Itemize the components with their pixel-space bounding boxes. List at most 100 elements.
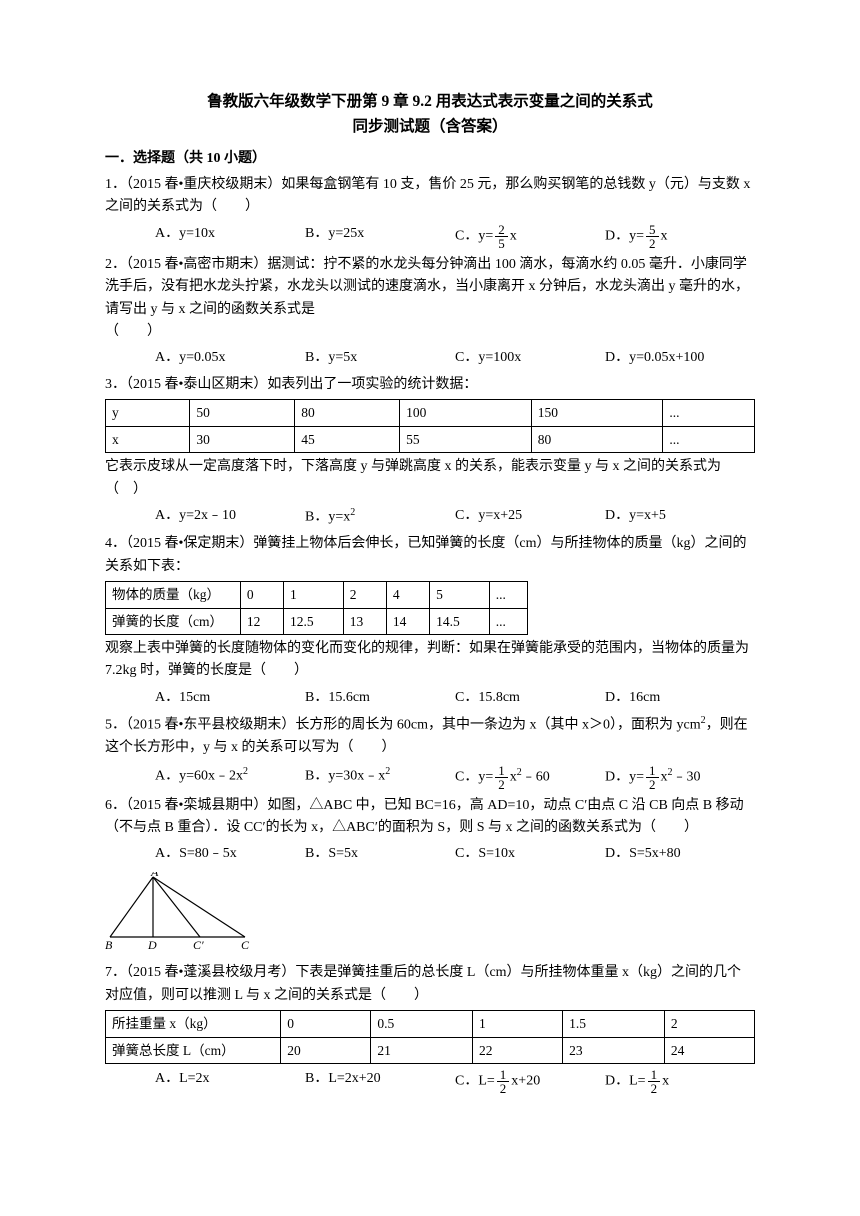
q7-D-pre: D．L= bbox=[605, 1074, 646, 1089]
cell: ... bbox=[489, 608, 527, 635]
q4-optB: B．15.6cm bbox=[305, 687, 455, 709]
q7-C-pre: C．L= bbox=[455, 1074, 495, 1089]
q3-options: A．y=2x﹣10 B．y=x2 C．y=x+25 D．y=x+5 bbox=[155, 505, 755, 529]
q4-optA: A．15cm bbox=[155, 687, 305, 709]
cell: 14.5 bbox=[430, 608, 490, 635]
cell: ... bbox=[489, 581, 527, 608]
q3-optA: A．y=2x﹣10 bbox=[155, 505, 305, 529]
q3-optB: B．y=x2 bbox=[305, 505, 455, 529]
q7-optA: A．L=2x bbox=[155, 1068, 305, 1095]
q7-text: 7．（2015 春•蓬溪县校级月考）下表是弹簧挂重后的总长度 L（cm）与所挂物… bbox=[105, 962, 755, 1007]
cell: 30 bbox=[190, 426, 295, 453]
cell: 0 bbox=[240, 581, 283, 608]
q5-text: 5．（2015 春•东平县校级期末）长方形的周长为 60cm，其中一条边为 x（… bbox=[105, 713, 755, 759]
q5-C-mid: x bbox=[510, 769, 517, 784]
frac-den: 2 bbox=[648, 1082, 661, 1095]
q2-optD: D．y=0.05x+100 bbox=[605, 347, 755, 369]
q6-options: A．S=80﹣5x B．S=5x C．S=10x D．S=5x+80 bbox=[155, 843, 755, 865]
q5-optA: A．y=60x﹣2x2 bbox=[155, 764, 305, 791]
fraction-icon: 12 bbox=[495, 764, 508, 791]
q3-optD: D．y=x+5 bbox=[605, 505, 755, 529]
q3-B-pre: B．y=x bbox=[305, 510, 350, 525]
q3-text: 3．（2015 春•泰山区期末）如表列出了一项实验的统计数据： bbox=[105, 374, 755, 396]
cell: 1.5 bbox=[563, 1011, 665, 1038]
q1-optD: D．y=52x bbox=[605, 223, 755, 250]
q7-optD: D．L=12x bbox=[605, 1068, 755, 1095]
cell: 45 bbox=[295, 426, 400, 453]
table-row: 物体的质量（kg） 0 1 2 4 5 ... bbox=[106, 581, 528, 608]
fraction-icon: 12 bbox=[497, 1068, 510, 1095]
q4-table: 物体的质量（kg） 0 1 2 4 5 ... 弹簧的长度（cm） 12 12.… bbox=[105, 581, 528, 635]
title-line2: 同步测试题（含答案） bbox=[105, 115, 755, 140]
title-line1: 鲁教版六年级数学下册第 9 章 9.2 用表达式表示变量之间的关系式 bbox=[105, 90, 755, 115]
frac-num: 5 bbox=[646, 223, 659, 237]
cell: 150 bbox=[531, 400, 663, 427]
q5-D-mid: x bbox=[661, 769, 668, 784]
cell: ... bbox=[663, 426, 755, 453]
cell: 12 bbox=[240, 608, 283, 635]
q3-table: y 50 80 100 150 ... x 30 45 55 80 ... bbox=[105, 399, 755, 453]
frac-den: 2 bbox=[646, 237, 659, 250]
cell: 21 bbox=[371, 1037, 473, 1064]
cell: 2 bbox=[664, 1011, 754, 1038]
table-row: x 30 45 55 80 ... bbox=[106, 426, 755, 453]
cell: 55 bbox=[400, 426, 532, 453]
q5-C-pre: C．y= bbox=[455, 769, 493, 784]
cell: 1 bbox=[284, 581, 344, 608]
q4-options: A．15cm B．15.6cm C．15.8cm D．16cm bbox=[155, 687, 755, 709]
q2-optA: A．y=0.05x bbox=[155, 347, 305, 369]
cell: x bbox=[106, 426, 190, 453]
q1-optC: C．y=25x bbox=[455, 223, 605, 250]
table-row: 所挂重量 x（kg） 0 0.5 1 1.5 2 bbox=[106, 1011, 755, 1038]
label-A: A bbox=[150, 872, 159, 879]
cell: 14 bbox=[386, 608, 429, 635]
sup: 2 bbox=[350, 507, 355, 518]
q7-D-post: x bbox=[662, 1074, 669, 1089]
table-row: 弹簧总长度 L（cm） 20 21 22 23 24 bbox=[106, 1037, 755, 1064]
cell: 弹簧的长度（cm） bbox=[106, 608, 241, 635]
fraction-icon: 12 bbox=[646, 764, 659, 791]
triangle-icon: A B D C′ C bbox=[105, 872, 250, 950]
q7-optB: B．L=2x+20 bbox=[305, 1068, 455, 1095]
q7-table: 所挂重量 x（kg） 0 0.5 1 1.5 2 弹簧总长度 L（cm） 20 … bbox=[105, 1010, 755, 1064]
frac-num: 2 bbox=[495, 223, 508, 237]
q5-D-post: ﹣30 bbox=[673, 769, 701, 784]
q7-optC: C．L=12x+20 bbox=[455, 1068, 605, 1095]
q1-optB: B．y=25x bbox=[305, 223, 455, 250]
q5-optD: D．y=12x2﹣30 bbox=[605, 764, 755, 791]
sup: 2 bbox=[243, 766, 248, 777]
cell: 80 bbox=[531, 426, 663, 453]
q2-text: 2．（2015 春•高密市期末）据测试：拧不紧的水龙头每分钟滴出 100 滴水，… bbox=[105, 254, 755, 321]
q4-optD: D．16cm bbox=[605, 687, 755, 709]
label-C: C bbox=[241, 938, 250, 950]
q4-text: 4．（2015 春•保定期末）弹簧挂上物体后会伸长，已知弹簧的长度（cm）与所挂… bbox=[105, 533, 755, 578]
cell: 80 bbox=[295, 400, 400, 427]
frac-den: 2 bbox=[495, 778, 508, 791]
frac-den: 5 bbox=[495, 237, 508, 250]
cell: 12.5 bbox=[284, 608, 344, 635]
frac-num: 1 bbox=[646, 764, 659, 778]
q6-optC: C．S=10x bbox=[455, 843, 605, 865]
q6-optB: B．S=5x bbox=[305, 843, 455, 865]
q5-optC: C．y=12x2﹣60 bbox=[455, 764, 605, 791]
frac-num: 1 bbox=[648, 1068, 661, 1082]
q6-text: 6．（2015 春•栾城县期中）如图，△ABC 中，已知 BC=16，高 AD=… bbox=[105, 795, 755, 840]
fraction-icon: 12 bbox=[648, 1068, 661, 1095]
q4-after: 观察上表中弹簧的长度随物体的变化而变化的规律，判断：如果在弹簧能承受的范围内，当… bbox=[105, 638, 755, 683]
q1-C-post: x bbox=[510, 228, 517, 243]
cell: 2 bbox=[343, 581, 386, 608]
q1-D-post: x bbox=[661, 228, 668, 243]
cell: 物体的质量（kg） bbox=[106, 581, 241, 608]
label-D: D bbox=[147, 938, 157, 950]
frac-den: 2 bbox=[497, 1082, 510, 1095]
q2-options: A．y=0.05x B．y=5x C．y=100x D．y=0.05x+100 bbox=[155, 347, 755, 369]
cell: 24 bbox=[664, 1037, 754, 1064]
cell: 0.5 bbox=[371, 1011, 473, 1038]
q1-C-pre: C．y= bbox=[455, 228, 493, 243]
q5-options: A．y=60x﹣2x2 B．y=30x﹣x2 C．y=12x2﹣60 D．y=1… bbox=[155, 764, 755, 791]
q1-optA: A．y=10x bbox=[155, 223, 305, 250]
q5-optB: B．y=30x﹣x2 bbox=[305, 764, 455, 791]
frac-num: 1 bbox=[495, 764, 508, 778]
q5-B-pre: B．y=30x﹣x bbox=[305, 768, 385, 783]
q2-optC: C．y=100x bbox=[455, 347, 605, 369]
